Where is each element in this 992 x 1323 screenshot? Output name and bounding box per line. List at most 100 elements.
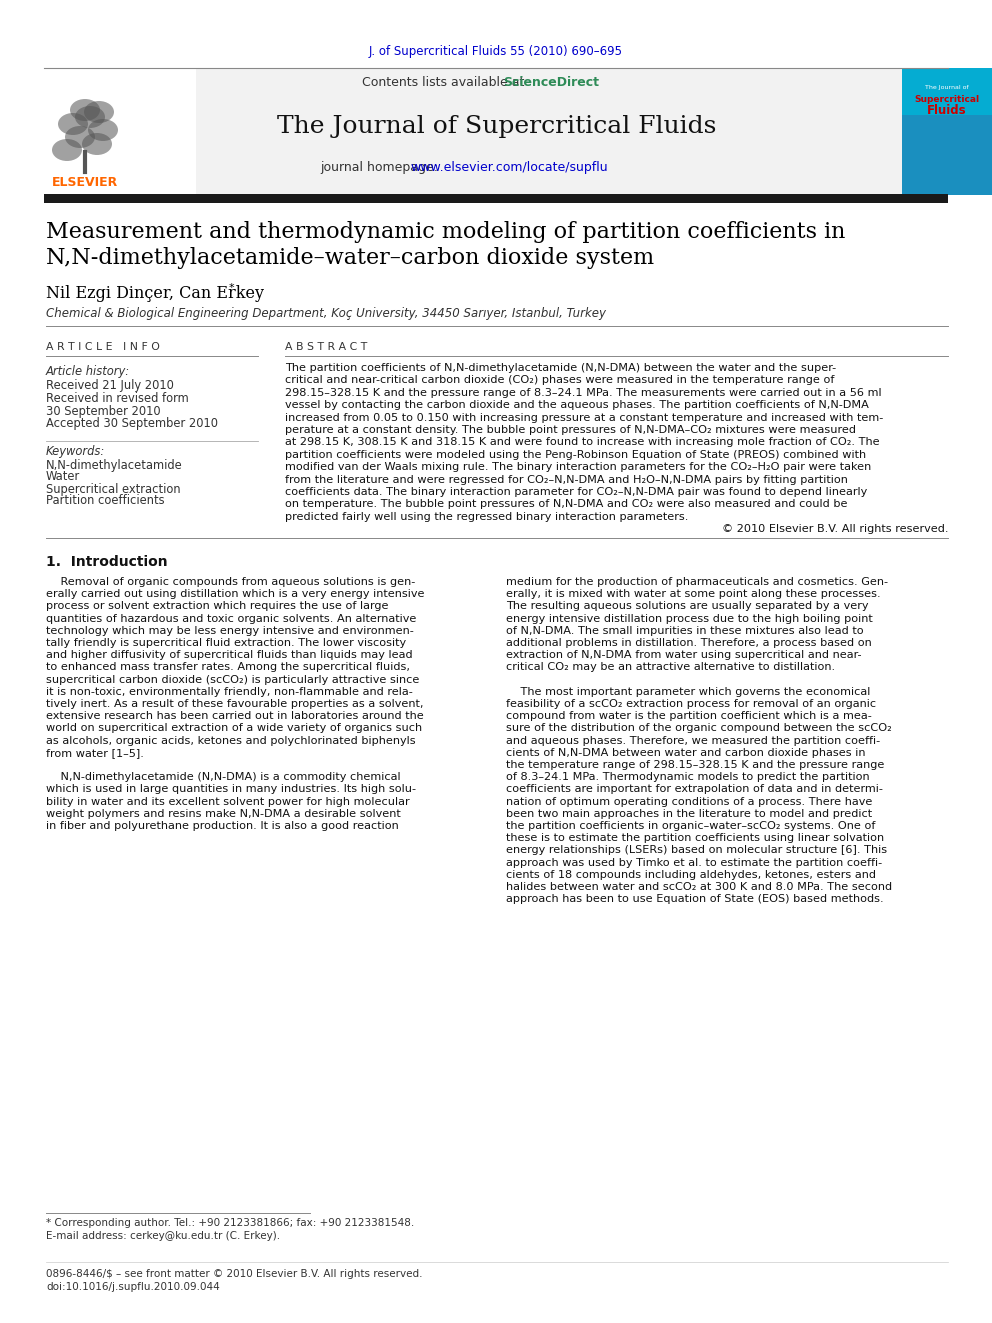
Bar <box>902 67 992 115</box>
Text: The Journal of Supercritical Fluids: The Journal of Supercritical Fluids <box>278 115 716 138</box>
Text: ELSEVIER: ELSEVIER <box>52 176 118 189</box>
Text: 1.  Introduction: 1. Introduction <box>46 556 168 569</box>
Text: The resulting aqueous solutions are usually separated by a very: The resulting aqueous solutions are usua… <box>506 602 869 611</box>
Text: ScienceDirect: ScienceDirect <box>503 75 599 89</box>
Text: on temperature. The bubble point pressures of N,N-DMA and CO₂ were also measured: on temperature. The bubble point pressur… <box>285 499 847 509</box>
Text: Contents lists available at: Contents lists available at <box>362 75 529 89</box>
Text: perature at a constant density. The bubble point pressures of N,N-DMA–CO₂ mixtur: perature at a constant density. The bubb… <box>285 425 856 435</box>
Text: cients of 18 compounds including aldehydes, ketones, esters and: cients of 18 compounds including aldehyd… <box>506 869 876 880</box>
Text: N,N-dimethylacetamide: N,N-dimethylacetamide <box>46 459 183 471</box>
Text: N,N-dimethylacetamide–water–carbon dioxide system: N,N-dimethylacetamide–water–carbon dioxi… <box>46 247 654 269</box>
Text: tively inert. As a result of these favourable properties as a solvent,: tively inert. As a result of these favou… <box>46 699 424 709</box>
Text: vessel by contacting the carbon dioxide and the aqueous phases. The partition co: vessel by contacting the carbon dioxide … <box>285 400 869 410</box>
Ellipse shape <box>58 112 88 135</box>
Text: Supercritical extraction: Supercritical extraction <box>46 483 181 496</box>
Text: Removal of organic compounds from aqueous solutions is gen-: Removal of organic compounds from aqueou… <box>46 577 416 587</box>
Text: The Journal of: The Journal of <box>926 86 969 90</box>
Text: extensive research has been carried out in laboratories around the: extensive research has been carried out … <box>46 712 424 721</box>
Text: medium for the production of pharmaceuticals and cosmetics. Gen-: medium for the production of pharmaceuti… <box>506 577 888 587</box>
Bar <box>44 67 196 194</box>
Text: approach was used by Timko et al. to estimate the partition coeffi-: approach was used by Timko et al. to est… <box>506 857 882 868</box>
Text: journal homepage:: journal homepage: <box>320 160 442 173</box>
Text: Received in revised form: Received in revised form <box>46 392 188 405</box>
Text: coefficients data. The binary interaction parameter for CO₂–N,N-DMA pair was fou: coefficients data. The binary interactio… <box>285 487 867 497</box>
Bar <box>44 67 902 194</box>
Text: compound from water is the partition coefficient which is a mea-: compound from water is the partition coe… <box>506 712 872 721</box>
Text: Water: Water <box>46 471 80 483</box>
Text: Supercritical: Supercritical <box>915 94 979 103</box>
Text: weight polymers and resins make N,N-DMA a desirable solvent: weight polymers and resins make N,N-DMA … <box>46 808 401 819</box>
Text: *: * <box>229 283 235 292</box>
Text: approach has been to use Equation of State (EOS) based methods.: approach has been to use Equation of Sta… <box>506 894 884 904</box>
Text: tally friendly is supercritical fluid extraction. The lower viscosity: tally friendly is supercritical fluid ex… <box>46 638 406 648</box>
Text: © 2010 Elsevier B.V. All rights reserved.: © 2010 Elsevier B.V. All rights reserved… <box>721 524 948 534</box>
Text: Nil Ezgi Dinçer, Can Erkey: Nil Ezgi Dinçer, Can Erkey <box>46 284 264 302</box>
Text: of 8.3–24.1 MPa. Thermodynamic models to predict the partition: of 8.3–24.1 MPa. Thermodynamic models to… <box>506 773 870 782</box>
Text: the temperature range of 298.15–328.15 K and the pressure range: the temperature range of 298.15–328.15 K… <box>506 759 885 770</box>
Text: from water [1–5].: from water [1–5]. <box>46 747 144 758</box>
Text: Partition coefficients: Partition coefficients <box>46 495 165 508</box>
Text: Article history:: Article history: <box>46 365 130 377</box>
Text: feasibility of a scCO₂ extraction process for removal of an organic: feasibility of a scCO₂ extraction proces… <box>506 699 876 709</box>
Text: process or solvent extraction which requires the use of large: process or solvent extraction which requ… <box>46 602 389 611</box>
Text: Accepted 30 September 2010: Accepted 30 September 2010 <box>46 418 218 430</box>
Text: J. of Supercritical Fluids 55 (2010) 690–695: J. of Supercritical Fluids 55 (2010) 690… <box>369 45 623 58</box>
Text: supercritical carbon dioxide (scCO₂) is particularly attractive since: supercritical carbon dioxide (scCO₂) is … <box>46 675 420 684</box>
Text: The most important parameter which governs the economical: The most important parameter which gover… <box>506 687 870 697</box>
Text: technology which may be less energy intensive and environmen-: technology which may be less energy inte… <box>46 626 414 636</box>
Text: energy intensive distillation process due to the high boiling point: energy intensive distillation process du… <box>506 614 873 623</box>
Text: Chemical & Biological Engineering Department, Koç University, 34450 Sarıyer, Ist: Chemical & Biological Engineering Depart… <box>46 307 606 319</box>
Ellipse shape <box>52 139 82 161</box>
Text: critical CO₂ may be an attractive alternative to distillation.: critical CO₂ may be an attractive altern… <box>506 663 835 672</box>
Text: coefficients are important for extrapolation of data and in determi-: coefficients are important for extrapola… <box>506 785 883 794</box>
Text: 0896-8446/$ – see front matter © 2010 Elsevier B.V. All rights reserved.: 0896-8446/$ – see front matter © 2010 El… <box>46 1269 423 1279</box>
Text: critical and near-critical carbon dioxide (CO₂) phases were measured in the temp: critical and near-critical carbon dioxid… <box>285 376 834 385</box>
Text: nation of optimum operating conditions of a process. There have: nation of optimum operating conditions o… <box>506 796 872 807</box>
Text: cients of N,N-DMA between water and carbon dioxide phases in: cients of N,N-DMA between water and carb… <box>506 747 865 758</box>
Text: it is non-toxic, environmentally friendly, non-flammable and rela-: it is non-toxic, environmentally friendl… <box>46 687 413 697</box>
Text: N,N-dimethylacetamide (N,N-DMA) is a commodity chemical: N,N-dimethylacetamide (N,N-DMA) is a com… <box>46 773 401 782</box>
Text: and higher diffusivity of supercritical fluids than liquids may lead: and higher diffusivity of supercritical … <box>46 650 413 660</box>
Text: partition coefficients were modeled using the Peng-Robinson Equation of State (P: partition coefficients were modeled usin… <box>285 450 866 460</box>
Text: 30 September 2010: 30 September 2010 <box>46 405 161 418</box>
Text: Fluids: Fluids <box>928 105 967 118</box>
Text: from the literature and were regressed for CO₂–N,N-DMA and H₂O–N,N-DMA pairs by : from the literature and were regressed f… <box>285 475 848 484</box>
Text: erally, it is mixed with water at some point along these processes.: erally, it is mixed with water at some p… <box>506 589 881 599</box>
Text: A R T I C L E   I N F O: A R T I C L E I N F O <box>46 343 160 352</box>
Text: bility in water and its excellent solvent power for high molecular: bility in water and its excellent solven… <box>46 796 410 807</box>
Bar <box>44 194 948 202</box>
Text: Keywords:: Keywords: <box>46 446 105 459</box>
Text: doi:10.1016/j.supflu.2010.09.044: doi:10.1016/j.supflu.2010.09.044 <box>46 1282 220 1293</box>
Text: in fiber and polyurethane production. It is also a good reaction: in fiber and polyurethane production. It… <box>46 822 399 831</box>
Text: these is to estimate the partition coefficients using linear solvation: these is to estimate the partition coeff… <box>506 833 884 843</box>
Text: and aqueous phases. Therefore, we measured the partition coeffi-: and aqueous phases. Therefore, we measur… <box>506 736 880 746</box>
Ellipse shape <box>82 134 112 155</box>
Ellipse shape <box>70 99 100 120</box>
Text: quantities of hazardous and toxic organic solvents. An alternative: quantities of hazardous and toxic organi… <box>46 614 417 623</box>
Text: increased from 0.05 to 0.150 with increasing pressure at a constant temperature : increased from 0.05 to 0.150 with increa… <box>285 413 883 422</box>
Text: E-mail address: cerkey@ku.edu.tr (C. Erkey).: E-mail address: cerkey@ku.edu.tr (C. Erk… <box>46 1230 280 1241</box>
Text: 298.15–328.15 K and the pressure range of 8.3–24.1 MPa. The measurements were ca: 298.15–328.15 K and the pressure range o… <box>285 388 882 398</box>
Text: www.elsevier.com/locate/supflu: www.elsevier.com/locate/supflu <box>410 160 608 173</box>
Text: energy relationships (LSERs) based on molecular structure [6]. This: energy relationships (LSERs) based on mo… <box>506 845 887 856</box>
Text: to enhanced mass transfer rates. Among the supercritical fluids,: to enhanced mass transfer rates. Among t… <box>46 663 410 672</box>
Bar <box>902 67 992 194</box>
Text: of N,N-DMA. The small impurities in these mixtures also lead to: of N,N-DMA. The small impurities in thes… <box>506 626 864 636</box>
Text: been two main approaches in the literature to model and predict: been two main approaches in the literatu… <box>506 808 872 819</box>
Text: which is used in large quantities in many industries. Its high solu-: which is used in large quantities in man… <box>46 785 416 794</box>
Text: A B S T R A C T: A B S T R A C T <box>285 343 367 352</box>
Text: Measurement and thermodynamic modeling of partition coefficients in: Measurement and thermodynamic modeling o… <box>46 221 845 243</box>
Ellipse shape <box>65 126 95 148</box>
Ellipse shape <box>88 119 118 142</box>
Text: as alcohols, organic acids, ketones and polychlorinated biphenyls: as alcohols, organic acids, ketones and … <box>46 736 416 746</box>
Text: modified van der Waals mixing rule. The binary interaction parameters for the CO: modified van der Waals mixing rule. The … <box>285 462 871 472</box>
Text: sure of the distribution of the organic compound between the scCO₂: sure of the distribution of the organic … <box>506 724 892 733</box>
Text: predicted fairly well using the regressed binary interaction parameters.: predicted fairly well using the regresse… <box>285 512 688 521</box>
Text: * Corresponding author. Tel.: +90 2123381866; fax: +90 2123381548.: * Corresponding author. Tel.: +90 212338… <box>46 1218 415 1228</box>
Text: extraction of N,N-DMA from water using supercritical and near-: extraction of N,N-DMA from water using s… <box>506 650 861 660</box>
Ellipse shape <box>84 101 114 123</box>
Text: erally carried out using distillation which is a very energy intensive: erally carried out using distillation wh… <box>46 589 425 599</box>
Text: Received 21 July 2010: Received 21 July 2010 <box>46 378 174 392</box>
Text: The partition coefficients of N,N-dimethylacetamide (N,N-DMA) between the water : The partition coefficients of N,N-dimeth… <box>285 363 836 373</box>
Text: halides between water and scCO₂ at 300 K and 8.0 MPa. The second: halides between water and scCO₂ at 300 K… <box>506 882 892 892</box>
